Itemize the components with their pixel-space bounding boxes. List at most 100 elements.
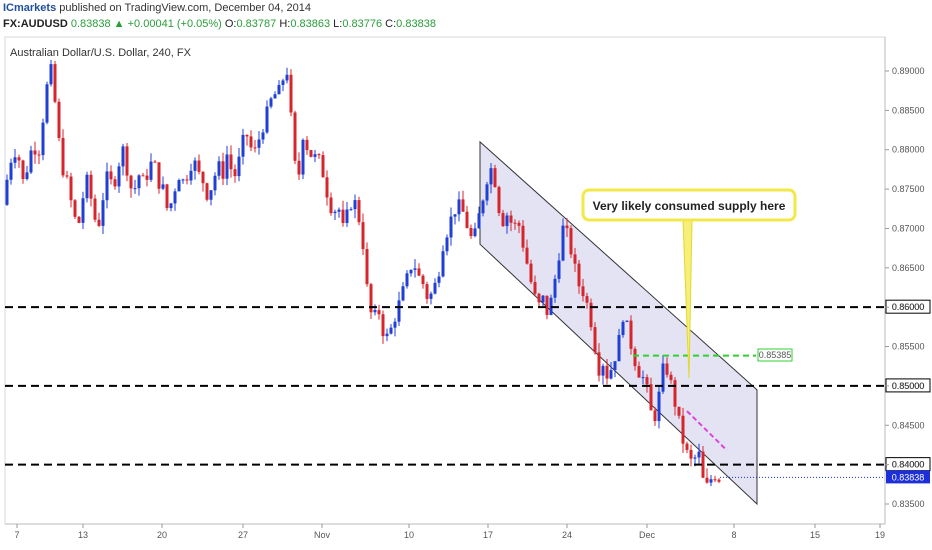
candle-body <box>473 228 477 237</box>
candle-body <box>617 335 621 362</box>
candle-body <box>53 64 57 102</box>
candle-body <box>61 137 65 176</box>
candle-body <box>353 200 357 210</box>
candle-body <box>673 380 677 407</box>
candle-body <box>233 169 237 177</box>
candle-body <box>417 268 421 276</box>
candle-body <box>313 154 317 157</box>
candle-body <box>649 384 653 411</box>
time-axis[interactable]: 7 13 20 27 Nov 10 17 24 Dec 8 15 19 <box>14 524 885 540</box>
time-tick-label: 13 <box>78 530 88 540</box>
candle-body <box>165 184 169 209</box>
price-tick-label: 0.87000 <box>892 223 925 233</box>
candle-body <box>37 154 41 156</box>
candle-body <box>701 451 705 478</box>
green-level-label: 0.85385 <box>759 350 792 360</box>
candle-body <box>445 237 449 252</box>
candle-body <box>257 139 261 148</box>
candle-body <box>221 161 225 179</box>
candle-body <box>653 410 657 422</box>
candle-body <box>317 154 321 156</box>
price-tick-label: 0.85000 <box>892 381 925 391</box>
candle-body <box>97 219 101 226</box>
time-tick-label: Dec <box>639 530 656 540</box>
open-label: O: <box>224 18 237 30</box>
candle-body <box>297 160 301 175</box>
time-tick-label: 10 <box>404 530 414 540</box>
time-tick-label: 8 <box>731 530 736 540</box>
candle-body <box>569 228 573 255</box>
candle-body <box>333 211 337 214</box>
symbol-label: FX:AUDUSD <box>3 18 68 30</box>
descending-channel[interactable] <box>479 140 758 506</box>
candle-body <box>237 156 241 177</box>
up-arrow-icon: ▲ <box>113 18 125 30</box>
candle-body <box>269 98 273 107</box>
level-tag-label: 0.84000 <box>892 460 925 470</box>
candle-body <box>141 175 145 177</box>
candle-body <box>377 310 381 315</box>
candle-body <box>137 175 141 189</box>
horizontal-levels[interactable]: 0.86000 0.85000 0.84000 <box>5 299 931 472</box>
candle-body <box>625 320 629 322</box>
candle-body <box>189 170 193 181</box>
annotation-callout[interactable]: Very likely consumed supply here <box>581 188 797 379</box>
publisher-brand[interactable]: ICmarkets <box>3 2 57 14</box>
candle-body <box>213 175 217 191</box>
close-label: C: <box>385 18 397 30</box>
candle-body <box>689 449 693 459</box>
candle-body <box>9 162 13 180</box>
candle-body <box>253 147 257 149</box>
candle-body <box>145 175 149 180</box>
candle-body <box>25 172 29 179</box>
candle-body <box>437 276 441 283</box>
candle-body <box>81 198 85 223</box>
candle-body <box>513 222 517 224</box>
candle-body <box>265 106 269 133</box>
candle-body <box>589 302 593 328</box>
price-tick-label: 0.85500 <box>892 342 925 352</box>
time-tick-label: 27 <box>238 530 248 540</box>
candle-body <box>129 175 133 189</box>
candle-body <box>405 273 409 287</box>
candle-body <box>657 391 661 422</box>
magenta-trendline[interactable] <box>686 410 728 452</box>
time-tick-label: 17 <box>483 530 493 540</box>
candle-body <box>273 94 277 99</box>
candle-body <box>301 139 305 175</box>
candle-body <box>113 179 117 187</box>
candle-body <box>509 215 513 223</box>
candle-body <box>573 254 577 264</box>
publisher-info: published on TradingView.com, December 0… <box>59 2 311 14</box>
candle-body <box>281 80 285 85</box>
low-label: L: <box>333 18 343 30</box>
candle-body <box>209 190 213 200</box>
candle-body <box>409 269 413 274</box>
level-tag-label: 0.85000 <box>892 381 925 391</box>
candle-body <box>29 150 33 173</box>
candle-body <box>241 134 245 157</box>
quote-bar: FX:AUDUSD 0.83838 ▲ +0.00041 (+0.05%) O:… <box>0 16 932 32</box>
candle-body <box>461 199 465 212</box>
candle-body <box>477 213 481 229</box>
candle-body <box>369 284 373 313</box>
candle-body <box>413 268 417 270</box>
candle-body <box>713 479 717 481</box>
time-tick-label: 20 <box>157 530 167 540</box>
candle-body <box>373 310 377 313</box>
candle-body <box>581 286 585 297</box>
price-tick-label: 0.83500 <box>892 499 925 509</box>
candle-body <box>661 363 665 392</box>
candle-body <box>13 157 17 163</box>
candle-body <box>149 161 153 180</box>
candle-body <box>453 214 457 217</box>
price-axis[interactable]: 0.89000 0.88500 0.88000 0.87500 0.87000 0.865… <box>885 66 925 509</box>
candle-body <box>17 157 21 161</box>
candle-body <box>285 74 289 81</box>
candle-body <box>105 171 109 201</box>
candle-body <box>157 162 161 189</box>
candle-body <box>489 168 493 185</box>
candle-body <box>397 300 401 322</box>
candle-body <box>45 84 49 123</box>
